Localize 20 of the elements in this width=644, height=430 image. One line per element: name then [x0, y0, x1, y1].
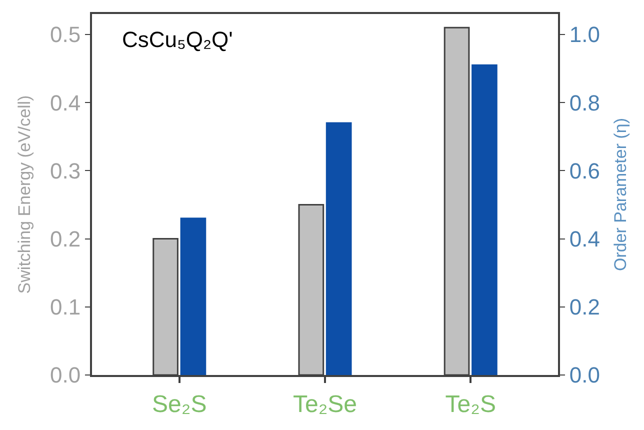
- y-tick-label: 0.1: [50, 294, 81, 320]
- y2-tick-label: 0.0: [569, 362, 600, 388]
- y-tick-label: 0.5: [50, 22, 81, 48]
- y-tick-label: 0.4: [50, 90, 81, 116]
- y2-tick-label: 0.6: [569, 158, 600, 184]
- y-axis-title: Switching Energy (eV/cell): [15, 95, 34, 294]
- y2-tick-label: 0.2: [569, 294, 600, 320]
- y-tick-label: 0.0: [50, 362, 81, 388]
- y-tick-label: 0.2: [50, 226, 81, 252]
- x-tick-label: Te₂S: [445, 390, 496, 418]
- y2-tick-label: 0.4: [569, 226, 600, 252]
- bar: [180, 218, 206, 375]
- y-tick-label: 0.3: [50, 158, 81, 184]
- y2-tick-label: 1.0: [569, 22, 600, 48]
- bar: [472, 64, 498, 375]
- x-tick-label: Se₂S: [152, 390, 207, 418]
- x-tick-label: Te₂Se: [292, 390, 358, 418]
- text: CsCu₅Q₂Q': [122, 27, 233, 52]
- y2-tick-label: 0.8: [569, 90, 600, 116]
- y2-axis-title: Order Parameter (η): [610, 118, 630, 272]
